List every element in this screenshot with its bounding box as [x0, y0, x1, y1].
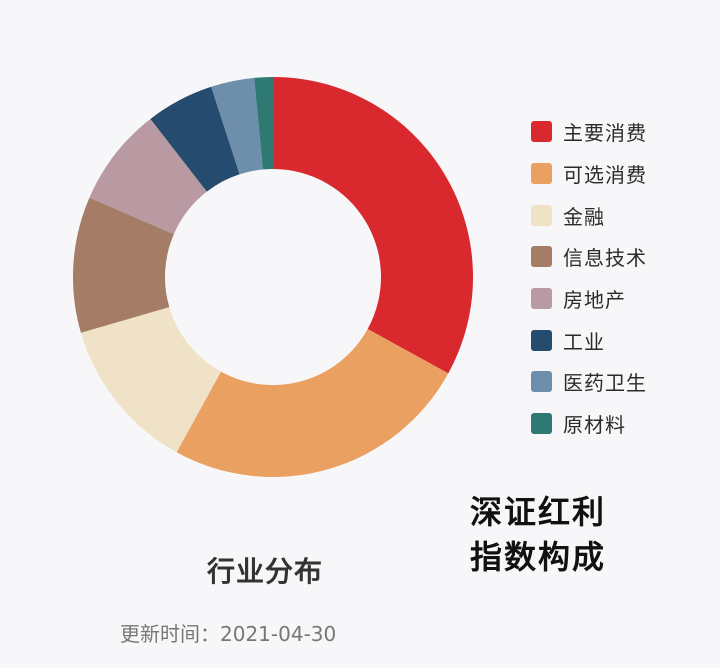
legend-label: 医药卫生 [563, 371, 647, 396]
legend-label: 信息技术 [563, 246, 647, 271]
legend-swatch [531, 288, 552, 310]
legend-swatch [531, 204, 552, 226]
legend-swatch [531, 246, 552, 268]
legend-item: 医药卫生 [531, 361, 647, 403]
legend-swatch [531, 371, 552, 393]
legend-label: 金融 [563, 204, 605, 229]
legend-item: 原材料 [531, 403, 647, 445]
chart-title: 行业分布 [206, 555, 323, 588]
legend-swatch [531, 413, 552, 435]
legend-item: 可选消费 [531, 153, 647, 195]
legend-swatch [531, 329, 552, 351]
legend-label: 工业 [563, 329, 605, 354]
pie-slice-1 [273, 77, 473, 374]
update-time: 更新时间：2021-04-30 [120, 622, 337, 646]
pie-slice-5 [89, 118, 207, 235]
pie-slice-4 [73, 197, 174, 333]
pie-slice-3 [80, 307, 221, 453]
legend-swatch [531, 163, 552, 185]
legend-item: 主要消费 [531, 111, 647, 153]
legend-label: 主要消费 [563, 121, 647, 146]
main-title-line-2: 指数构成 [470, 538, 607, 576]
pie-slice-6 [150, 86, 240, 192]
legend-item: 工业 [531, 319, 647, 361]
legend-item: 房地产 [531, 278, 647, 320]
main-title: 深证红利 指数构成 [470, 490, 650, 580]
main-title-line-1: 深证红利 [470, 493, 607, 531]
legend-item: 金融 [531, 194, 647, 236]
legend-swatch [531, 121, 552, 143]
legend-label: 原材料 [563, 413, 626, 438]
legend-label: 可选消费 [563, 163, 647, 188]
pie-slice-8 [254, 77, 273, 170]
pie-slice-7 [211, 77, 263, 175]
chart-legend: 主要消费可选消费金融信息技术房地产工业医药卫生原材料 [531, 111, 647, 445]
legend-item: 信息技术 [531, 236, 647, 278]
legend-label: 房地产 [563, 288, 626, 313]
pie-slice-2 [176, 329, 449, 477]
